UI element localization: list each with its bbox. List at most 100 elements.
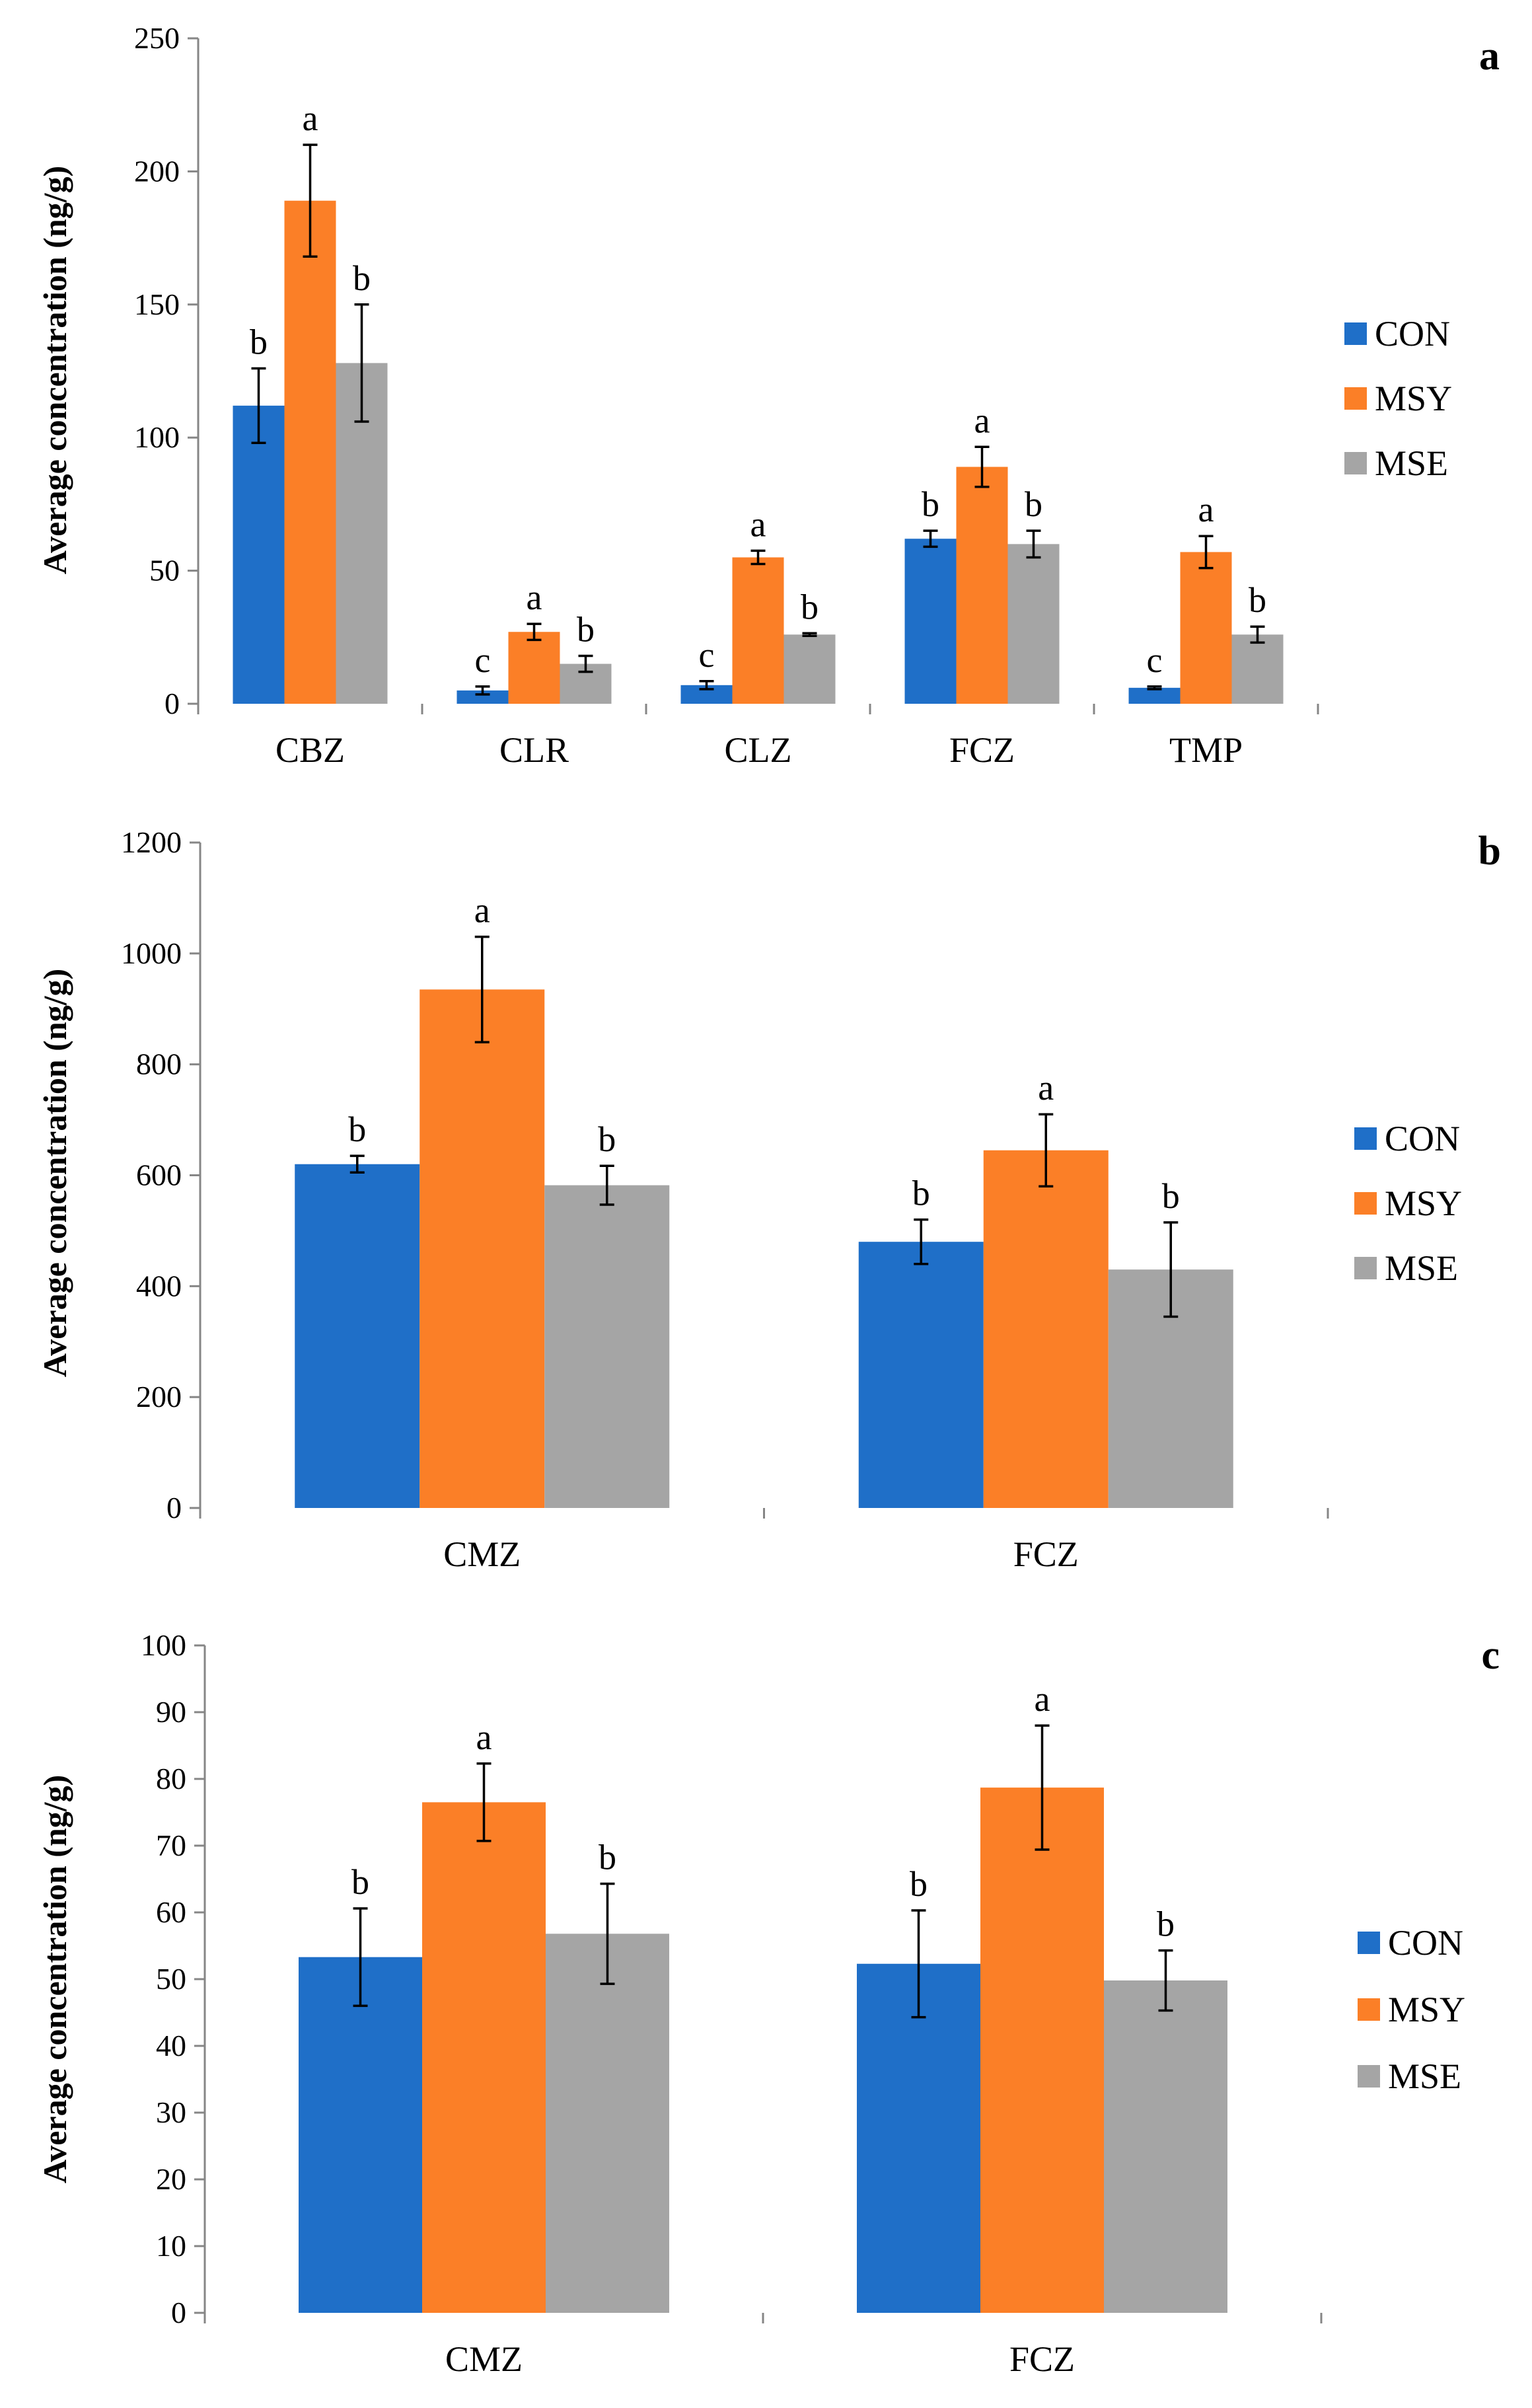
y-tick-label: 400 bbox=[136, 1269, 182, 1302]
significance-letter: b bbox=[348, 1110, 366, 1149]
x-category-label: CBZ bbox=[275, 730, 345, 770]
error-bar bbox=[251, 367, 266, 445]
error-bar bbox=[1039, 1113, 1054, 1188]
y-tick-label: 1000 bbox=[121, 936, 182, 970]
y-tick-label: 50 bbox=[156, 1962, 186, 1996]
significance-letter: b bbox=[351, 1862, 369, 1902]
y-tick-label: 0 bbox=[171, 2296, 186, 2329]
significance-letter: b bbox=[801, 587, 819, 626]
bar-msy-fcz bbox=[983, 1150, 1109, 1508]
legend-label-mse: MSE bbox=[1388, 2056, 1461, 2096]
y-tick-label: 50 bbox=[149, 554, 180, 587]
panel-label: a bbox=[1479, 34, 1500, 79]
error-bar bbox=[1250, 625, 1265, 644]
y-tick-label: 0 bbox=[166, 1491, 182, 1524]
legend-label-con: CON bbox=[1375, 314, 1450, 354]
y-tick-label: 80 bbox=[156, 1762, 186, 1795]
y-tick-label: 70 bbox=[156, 1828, 186, 1862]
significance-letter: a bbox=[527, 578, 542, 617]
x-category-label: CMZ bbox=[443, 1534, 521, 1574]
significance-letter: c bbox=[475, 640, 491, 680]
y-tick-label: 10 bbox=[156, 2229, 186, 2263]
y-tick-label: 150 bbox=[134, 287, 180, 321]
significance-letter: b bbox=[1025, 484, 1042, 524]
legend-label-msy: MSY bbox=[1388, 1990, 1465, 2029]
legend: CON MSY MSE bbox=[1354, 1119, 1462, 1288]
significance-letter: b bbox=[353, 258, 371, 298]
x-category-label: FCZ bbox=[1013, 1534, 1079, 1574]
bar-mse-fcz bbox=[1104, 1980, 1227, 2313]
error-bar bbox=[974, 445, 990, 488]
legend-swatch-msy bbox=[1358, 1998, 1380, 2021]
bar-msy-cbz bbox=[284, 200, 336, 704]
legend-swatch-con bbox=[1354, 1127, 1377, 1150]
legend-swatch-msy bbox=[1344, 387, 1367, 410]
x-category-label: TMP bbox=[1169, 730, 1243, 770]
significance-letter: c bbox=[1147, 640, 1163, 680]
error-bar bbox=[1026, 529, 1041, 559]
error-bar bbox=[1198, 535, 1214, 570]
x-category-label: FCZ bbox=[1009, 2339, 1075, 2379]
error-bar bbox=[349, 1154, 365, 1174]
error-bar bbox=[914, 1218, 929, 1265]
y-tick-label: 1200 bbox=[121, 825, 182, 859]
y-axis-title: Average concentration (ng/g) bbox=[36, 1775, 73, 2183]
y-tick-label: 60 bbox=[156, 1895, 186, 1929]
y-tick-label: 90 bbox=[156, 1695, 186, 1729]
y-tick-label: 30 bbox=[156, 2095, 186, 2129]
legend-swatch-con bbox=[1358, 1932, 1380, 1954]
chart-panel-b: 0 200 400 600 800 1000 1200 b a b CMZ b a b FCZ Average… bbox=[36, 825, 1501, 1574]
significance-letter: a bbox=[1035, 1679, 1050, 1719]
significance-letter: b bbox=[1249, 580, 1266, 620]
significance-letter: a bbox=[474, 891, 490, 930]
bar-con-clr bbox=[456, 690, 509, 704]
significance-letter: b bbox=[598, 1119, 616, 1159]
legend-swatch-msy bbox=[1354, 1192, 1377, 1215]
error-bar bbox=[1147, 685, 1162, 691]
legend-label-con: CON bbox=[1385, 1119, 1460, 1158]
bar-con-cbz bbox=[233, 405, 285, 704]
y-tick-label: 600 bbox=[136, 1158, 182, 1192]
y-tick-label: 800 bbox=[136, 1047, 182, 1081]
bar-mse-cmz bbox=[546, 1934, 669, 2313]
y-tick-label: 250 bbox=[134, 21, 180, 55]
legend-label-mse: MSE bbox=[1375, 443, 1448, 483]
bar-mse-cmz bbox=[544, 1185, 670, 1508]
legend-label-con: CON bbox=[1388, 1923, 1463, 1963]
legend-label-mse: MSE bbox=[1385, 1248, 1458, 1288]
bar-msy-cmz bbox=[419, 989, 545, 1508]
significance-letter: b bbox=[910, 1864, 928, 1904]
bar-mse-clz bbox=[784, 634, 836, 704]
bar-con-fcz bbox=[857, 1963, 980, 2313]
error-bar bbox=[1158, 1949, 1173, 2012]
y-tick-label: 100 bbox=[141, 1628, 186, 1662]
legend-swatch-mse bbox=[1354, 1257, 1377, 1279]
significance-letter: b bbox=[1157, 1904, 1175, 1944]
legend-label-msy: MSY bbox=[1385, 1184, 1462, 1223]
x-category-label: CMZ bbox=[445, 2339, 523, 2379]
bar-con-cmz bbox=[295, 1164, 420, 1508]
error-bar bbox=[599, 1164, 614, 1206]
error-bar bbox=[354, 303, 369, 423]
error-bar bbox=[303, 143, 318, 258]
x-category-label: CLR bbox=[499, 730, 569, 770]
chart-panel-a: 050100150200250babCBZcabCLRcabCLZbabFCZc… bbox=[36, 21, 1500, 770]
legend-swatch-mse bbox=[1344, 452, 1367, 474]
error-bar bbox=[527, 622, 542, 642]
significance-letter: b bbox=[912, 1174, 930, 1213]
error-bar bbox=[475, 685, 490, 696]
error-bar bbox=[600, 1882, 615, 1985]
error-bar bbox=[923, 529, 938, 548]
bar-mse-fcz bbox=[1007, 544, 1060, 704]
significance-letter: b bbox=[1162, 1176, 1180, 1216]
legend-label-msy: MSY bbox=[1375, 379, 1452, 418]
significance-letter: b bbox=[599, 1838, 616, 1877]
legend: CON MSY MSE bbox=[1344, 314, 1452, 483]
error-bar bbox=[476, 1762, 492, 1842]
y-tick-label: 40 bbox=[156, 2029, 186, 2062]
x-category-label: CLZ bbox=[725, 730, 792, 770]
y-tick-label: 200 bbox=[136, 1380, 182, 1413]
significance-letter: a bbox=[1038, 1068, 1054, 1108]
bar-mse-tmp bbox=[1231, 634, 1284, 704]
significance-letter: b bbox=[922, 484, 939, 524]
